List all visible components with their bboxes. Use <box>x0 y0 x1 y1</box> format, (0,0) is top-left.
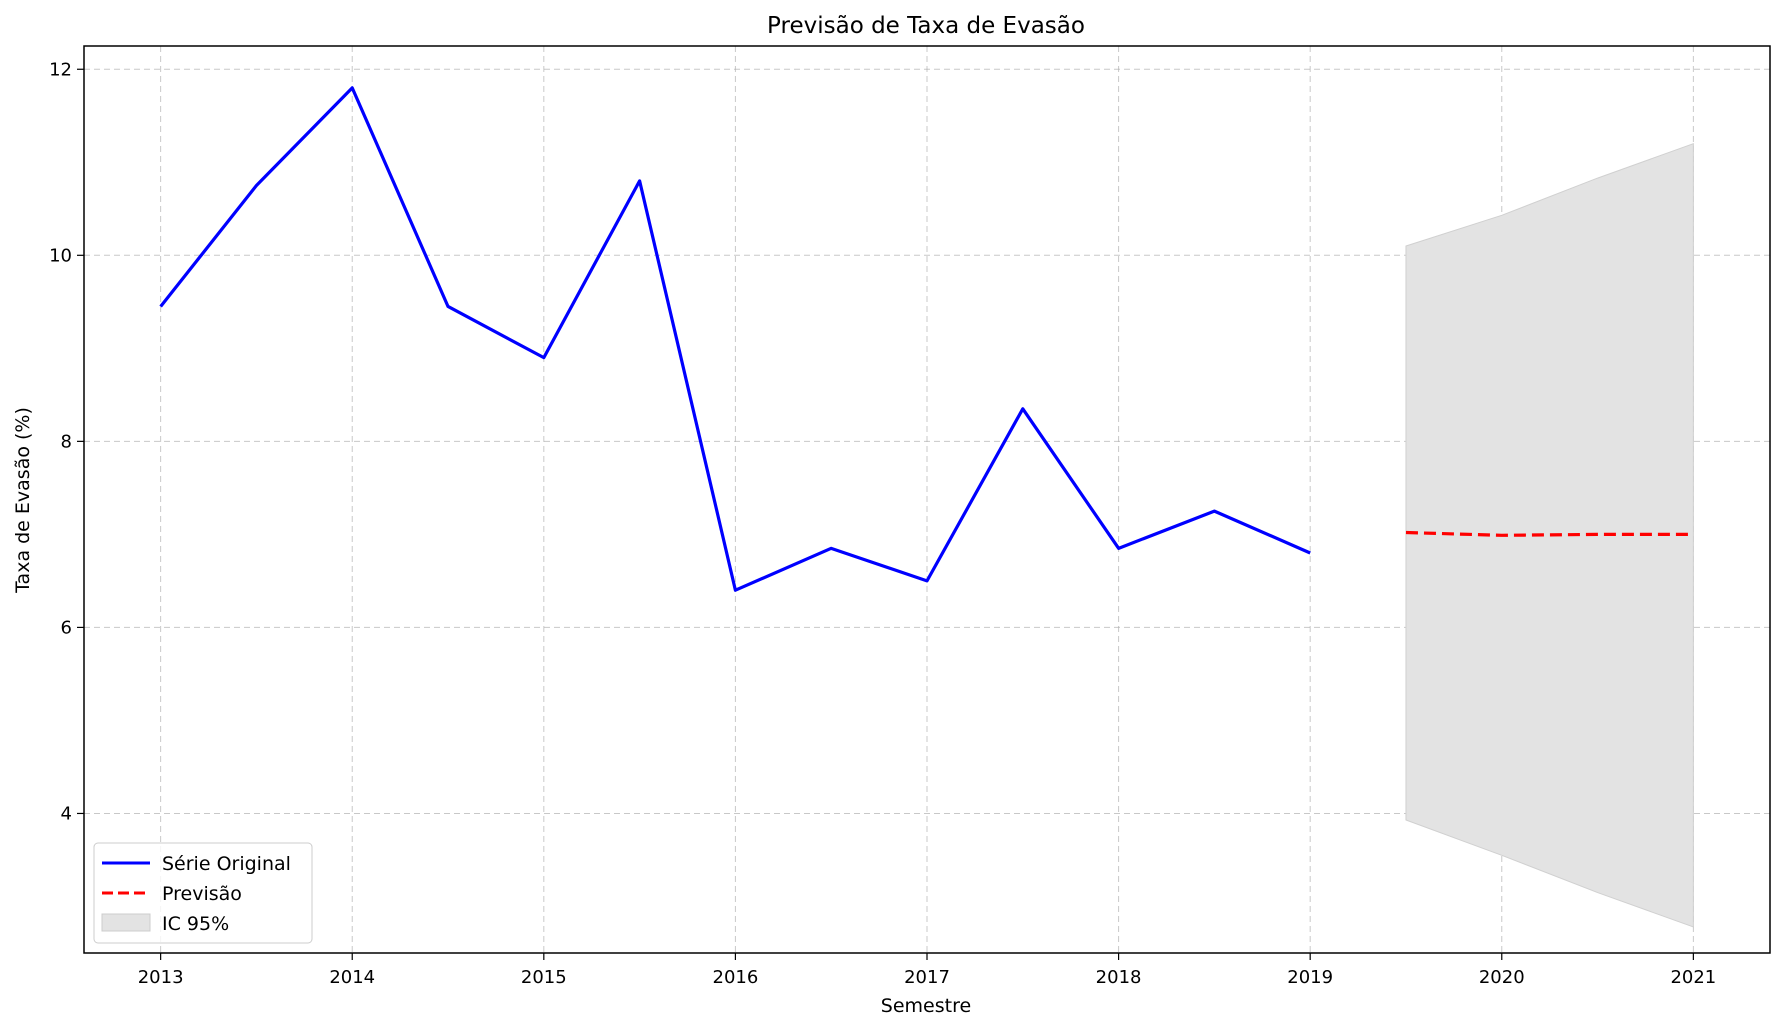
legend-label-previsao: Previsão <box>162 883 242 905</box>
y-tick-label: 12 <box>49 59 72 80</box>
x-tick-label: 2018 <box>1096 967 1142 988</box>
x-tick-label: 2020 <box>1479 967 1525 988</box>
x-tick-label: 2021 <box>1670 967 1716 988</box>
x-tick-label: 2014 <box>329 967 375 988</box>
x-axis-label: Semestre <box>881 995 971 1017</box>
legend-label-serie-original: Série Original <box>162 853 291 875</box>
x-axis-ticks: 2013 2014 2015 2016 2017 2018 2019 2020 2021 <box>138 953 1716 988</box>
series-line-previsao <box>1405 530 1694 537</box>
confidence-band-layer <box>1405 142 1694 928</box>
x-tick-label: 2015 <box>521 967 567 988</box>
x-tick-label: 2019 <box>1287 967 1333 988</box>
x-tick-label: 2016 <box>713 967 759 988</box>
series-layer <box>159 86 1694 592</box>
x-tick-label: 2013 <box>138 967 184 988</box>
x-tick-label: 2017 <box>904 967 950 988</box>
y-axis-label: Taxa de Evasão (%) <box>12 407 34 594</box>
legend: Série Original Previsão IC 95% <box>93 842 313 944</box>
legend-marker-ic-95 <box>101 913 151 932</box>
y-tick-label: 6 <box>61 617 72 638</box>
y-tick-label: 4 <box>61 803 72 824</box>
y-tick-label: 10 <box>49 245 72 266</box>
y-axis-ticks: 4 6 8 10 12 <box>49 59 84 824</box>
chart-title: Previsão de Taxa de Evasão <box>767 13 1085 39</box>
y-tick-label: 8 <box>61 431 72 452</box>
series-line-serie-original <box>159 86 1311 592</box>
legend-label-ic-95: IC 95% <box>162 913 229 935</box>
confidence-band-ic-95 <box>1405 142 1694 928</box>
